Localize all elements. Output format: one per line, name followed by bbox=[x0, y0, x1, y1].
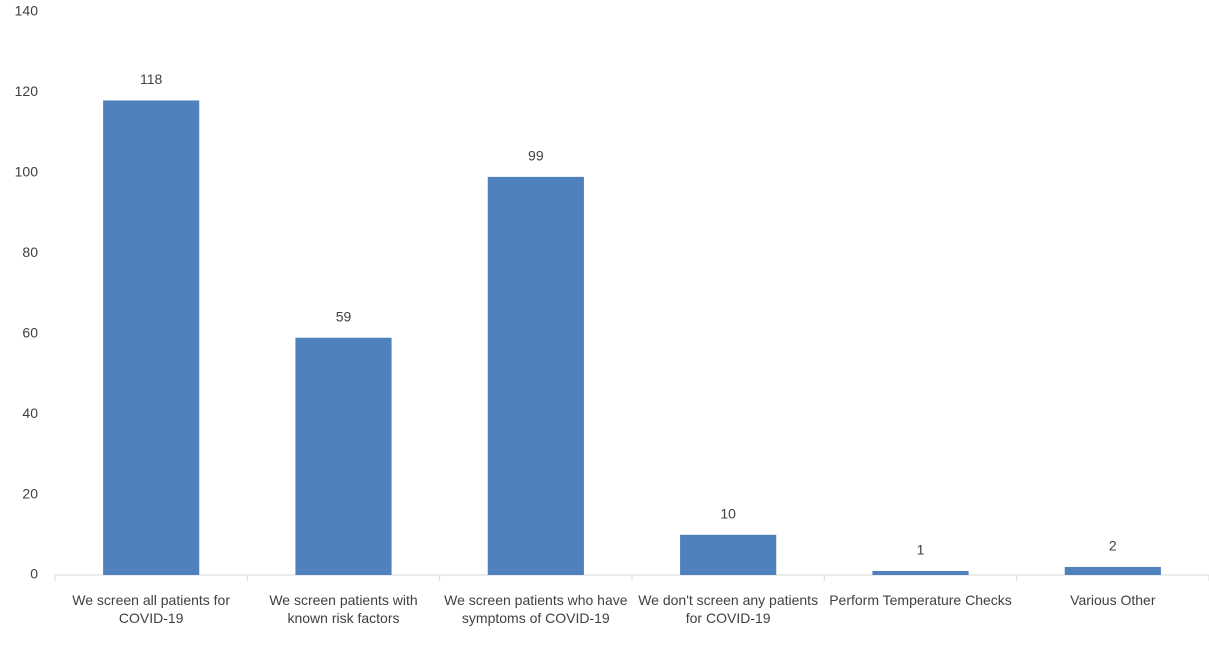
bar bbox=[680, 534, 777, 575]
bar bbox=[295, 337, 392, 575]
data-label: 118 bbox=[140, 71, 163, 87]
data-label: 99 bbox=[528, 148, 544, 164]
x-tick-label: We screen patients who have symptoms of … bbox=[444, 592, 628, 626]
x-tick-label: We screen all patients for COVID-19 bbox=[72, 592, 231, 626]
bar bbox=[1064, 566, 1161, 575]
data-label: 1 bbox=[917, 542, 925, 558]
y-tick-label: 120 bbox=[15, 83, 39, 99]
y-tick-label: 0 bbox=[30, 566, 38, 582]
y-tick-label: 80 bbox=[22, 244, 38, 260]
data-label: 2 bbox=[1109, 538, 1117, 554]
x-tick-label: We don't screen any patients for COVID-1… bbox=[638, 592, 819, 626]
y-tick-label: 40 bbox=[22, 405, 38, 421]
data-label: 59 bbox=[336, 308, 352, 324]
y-tick-label: 20 bbox=[22, 485, 38, 501]
x-tick-label: We screen patients with known risk facto… bbox=[269, 592, 418, 626]
bar bbox=[487, 176, 584, 575]
x-tick-label: Perform Temperature Checks bbox=[829, 592, 1012, 608]
bar bbox=[872, 570, 969, 575]
y-tick-label: 100 bbox=[15, 164, 39, 180]
y-tick-label: 60 bbox=[22, 324, 38, 340]
data-label: 10 bbox=[720, 505, 736, 521]
y-tick-label: 140 bbox=[15, 3, 39, 19]
bar bbox=[103, 100, 200, 575]
x-tick-label: Various Other bbox=[1070, 592, 1156, 608]
